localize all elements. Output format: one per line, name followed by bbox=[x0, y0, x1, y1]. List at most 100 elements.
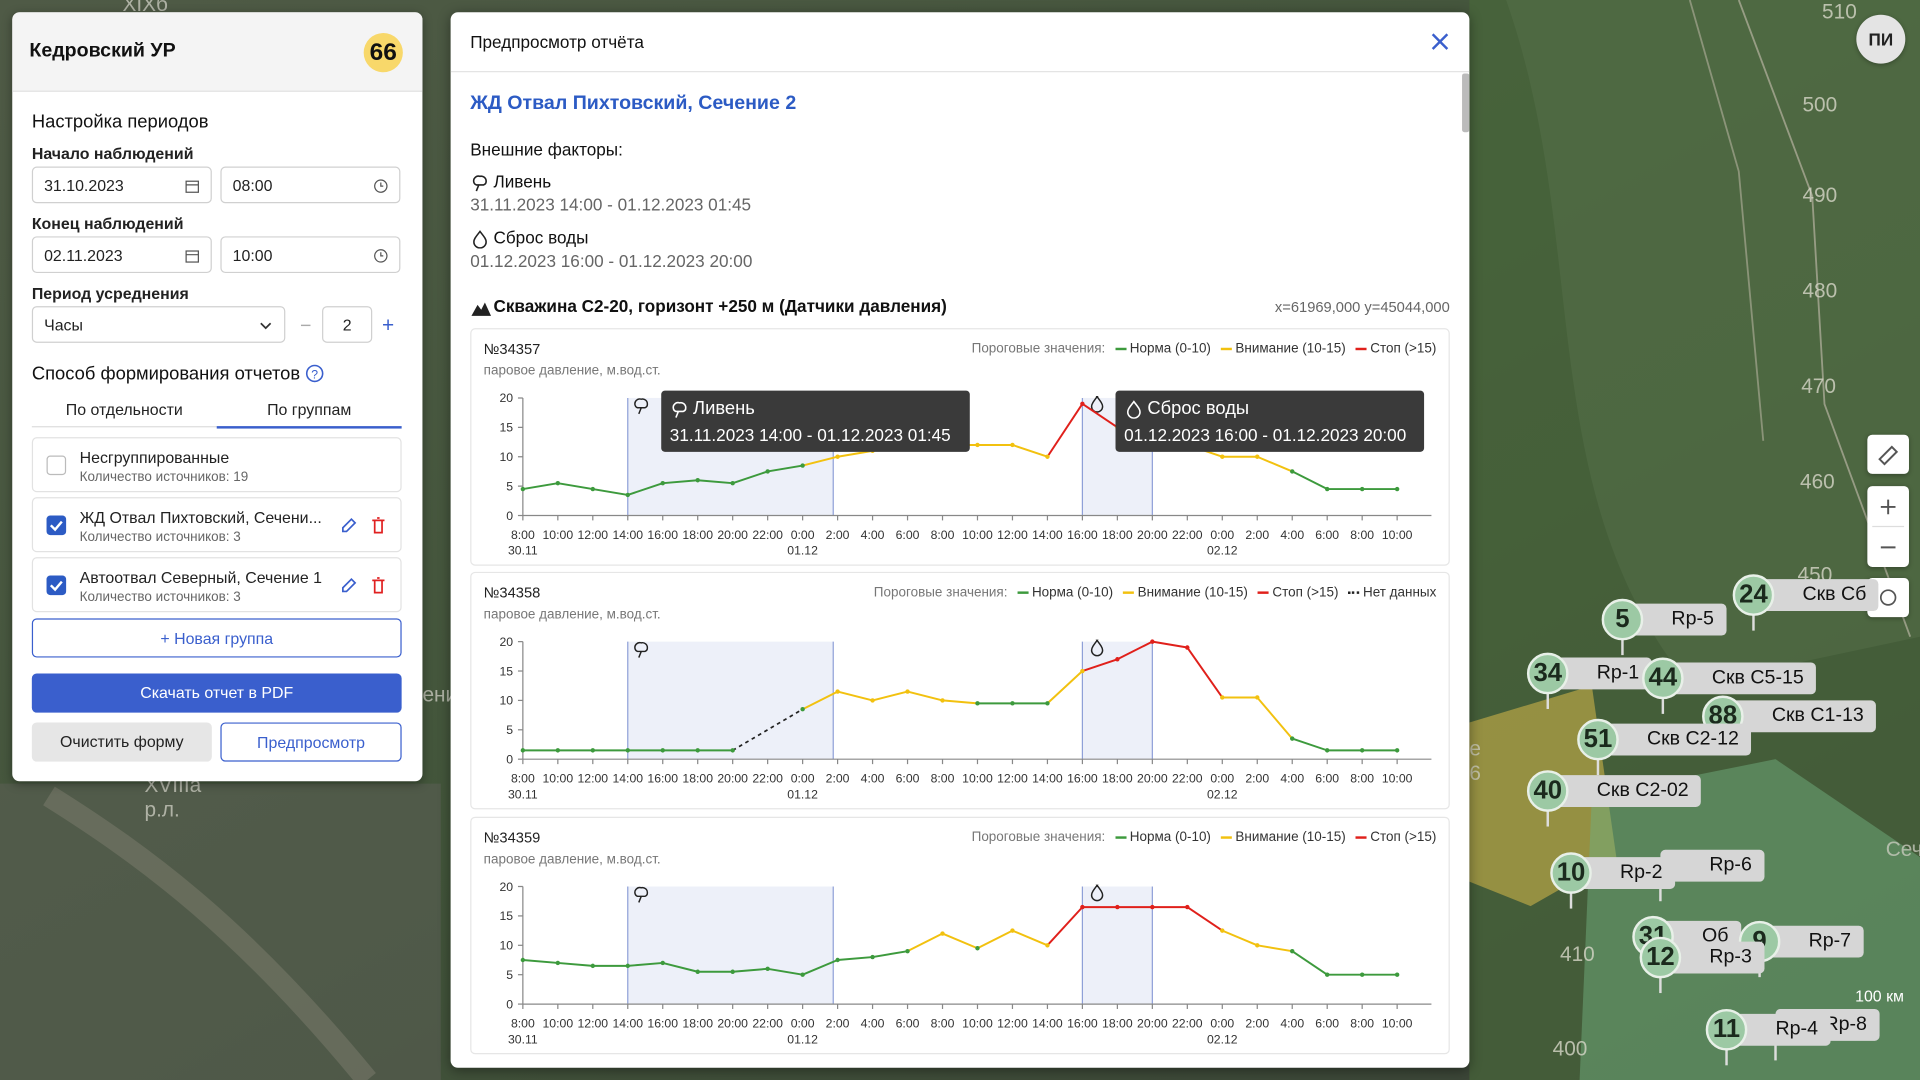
data-point bbox=[520, 486, 526, 492]
region-label: Сеч bbox=[1885, 837, 1920, 861]
x-tick-label: 2:00 bbox=[1245, 1016, 1269, 1030]
well-icon bbox=[471, 302, 492, 316]
tab[interactable]: По отдельности bbox=[65, 400, 183, 419]
download-button[interactable]: Скачать отчет в PDF bbox=[31, 673, 402, 713]
x-tick-label: 12:00 bbox=[997, 528, 1028, 542]
y-tick-label: 0 bbox=[506, 752, 513, 766]
data-point bbox=[660, 748, 665, 753]
time-input[interactable]: 08:00 bbox=[220, 166, 401, 204]
svg-text:?: ? bbox=[311, 367, 318, 381]
data-point bbox=[1045, 943, 1050, 948]
legend-swatch bbox=[1355, 836, 1367, 839]
group-actions[interactable] bbox=[339, 576, 388, 596]
new-group-button[interactable]: + Новая группа bbox=[31, 618, 402, 658]
marker-number: 24 bbox=[1732, 574, 1775, 616]
x-tick-label: 16:00 bbox=[1067, 528, 1098, 542]
data-point bbox=[940, 698, 945, 703]
line-segment bbox=[662, 961, 698, 973]
select-input[interactable]: Часы bbox=[31, 306, 286, 343]
legend-title: Пороговые значения: bbox=[971, 830, 1106, 845]
scrollbar[interactable] bbox=[1462, 73, 1470, 133]
line-segment bbox=[837, 956, 873, 961]
data-point bbox=[1045, 454, 1050, 459]
group-item[interactable]: ЖД Отвал Пихтовский, Сечени... Количество… bbox=[31, 497, 402, 553]
data-point bbox=[1394, 486, 1400, 492]
factor-period: 31.11.2023 14:00 - 01.12.2023 01:45 bbox=[470, 194, 752, 215]
x-tick-label: 0:00 bbox=[1210, 1016, 1234, 1030]
chart-title: №34359 bbox=[483, 828, 541, 847]
zoom-icons[interactable] bbox=[1867, 486, 1909, 567]
tab-active[interactable]: По группам bbox=[267, 400, 352, 419]
tooltip-title: Сброс воды bbox=[1147, 397, 1250, 419]
line-segment bbox=[977, 929, 1013, 950]
marker-stem bbox=[1569, 891, 1573, 909]
x-tick-label: 8:00 bbox=[511, 1016, 535, 1030]
help-icon[interactable]: ? bbox=[305, 364, 325, 384]
checkbox[interactable] bbox=[46, 455, 67, 476]
legend-swatch bbox=[1220, 836, 1232, 839]
ruler-button[interactable] bbox=[1867, 434, 1909, 474]
field-label: Конец наблюдений bbox=[31, 214, 184, 233]
time-input[interactable]: 10:00 bbox=[220, 236, 401, 274]
modal-header bbox=[450, 12, 1470, 73]
preview-modal: Предпросмотр отчёта ЖД Отвал Пихтовский,… bbox=[450, 12, 1470, 1068]
legend-title: Пороговые значения: bbox=[971, 341, 1106, 357]
legend-swatch bbox=[1122, 591, 1134, 594]
x-tick-label: 18:00 bbox=[1102, 771, 1133, 785]
legend-item: Норма (0-10) bbox=[1017, 585, 1113, 600]
legend-item: Внимание (10-15) bbox=[1122, 585, 1248, 600]
data-point bbox=[800, 972, 805, 977]
date-label: 01.12 bbox=[787, 544, 818, 558]
x-tick-label: 6:00 bbox=[896, 528, 920, 542]
x-tick-label: 4:00 bbox=[1280, 1016, 1304, 1030]
date-label: 01.12 bbox=[787, 1032, 818, 1046]
event-band bbox=[1082, 886, 1153, 1005]
preview-button[interactable]: Предпросмотр bbox=[220, 722, 402, 762]
legend-item: Стоп (>15) bbox=[1355, 830, 1436, 845]
count-input[interactable]: 2 bbox=[322, 306, 373, 343]
data-point bbox=[520, 748, 526, 753]
line-segment bbox=[802, 455, 838, 467]
y-tick-label: 20 bbox=[499, 391, 513, 405]
marker-stem bbox=[1661, 696, 1665, 714]
date-label: 30.11 bbox=[508, 544, 538, 558]
y-tick-label: 20 bbox=[499, 635, 513, 649]
clear-button[interactable]: Очистить форму bbox=[31, 722, 212, 762]
icon-path bbox=[672, 401, 687, 418]
x-tick-label: 0:00 bbox=[791, 1016, 815, 1030]
field-label: Начало наблюдений bbox=[31, 144, 194, 163]
count-label: Количество источников: bbox=[79, 470, 230, 485]
data-point bbox=[1080, 904, 1085, 910]
x-tick-label: 20:00 bbox=[1137, 771, 1168, 785]
x-tick-label: 2:00 bbox=[1245, 528, 1269, 542]
checkbox[interactable] bbox=[46, 575, 67, 596]
date-input[interactable]: 31.10.2023 bbox=[31, 166, 212, 204]
line-segment bbox=[1012, 929, 1048, 947]
data-point bbox=[1359, 486, 1365, 492]
close-button[interactable] bbox=[1430, 32, 1450, 52]
date-input[interactable]: 02.11.2023 bbox=[31, 236, 212, 274]
legend-swatch bbox=[1220, 347, 1232, 351]
line-segment bbox=[662, 479, 698, 485]
x-tick-label: 10:00 bbox=[962, 771, 993, 785]
line-segment bbox=[1152, 640, 1188, 649]
data-point bbox=[1045, 701, 1050, 706]
avatar[interactable]: ПИ bbox=[1856, 14, 1906, 64]
group-actions[interactable] bbox=[339, 516, 388, 536]
checkbox[interactable] bbox=[46, 515, 67, 536]
group-item[interactable]: Автоотвал Северный, Сечение 1 Количество … bbox=[31, 557, 402, 613]
x-tick-label: 8:00 bbox=[931, 528, 955, 542]
x-tick-label: 10:00 bbox=[543, 771, 574, 785]
data-point bbox=[975, 946, 980, 951]
x-tick-label: 14:00 bbox=[612, 1016, 643, 1030]
line-segment bbox=[1291, 470, 1328, 490]
line-segment bbox=[1012, 444, 1048, 458]
plus-button[interactable]: + bbox=[382, 313, 395, 337]
event-band bbox=[627, 886, 834, 1005]
x-tick-label: 4:00 bbox=[861, 771, 885, 785]
minus-button[interactable]: − bbox=[300, 315, 312, 337]
data-point bbox=[1115, 657, 1120, 662]
ruler-icon bbox=[1878, 445, 1899, 466]
group-item[interactable]: Несгруппированные Количество источников: … bbox=[31, 437, 402, 493]
